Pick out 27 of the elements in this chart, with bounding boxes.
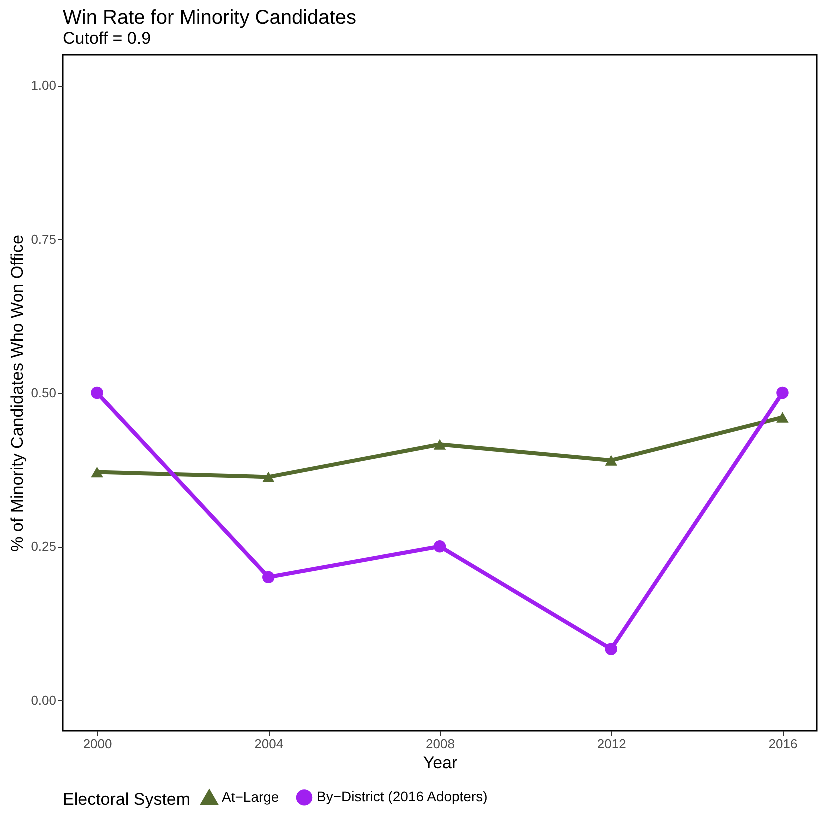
y-axis-title: % of Minority Candidates Who Won Office bbox=[8, 235, 28, 552]
point bbox=[262, 571, 275, 584]
point bbox=[605, 643, 618, 656]
x-tick-label: 2008 bbox=[426, 736, 455, 752]
point bbox=[262, 472, 275, 482]
legend-label: By−District (2016 Adopters) bbox=[317, 788, 488, 805]
point bbox=[605, 455, 618, 466]
x-tick-label: 2004 bbox=[254, 736, 284, 752]
x-tick-label: 2000 bbox=[83, 736, 112, 752]
point bbox=[434, 439, 446, 450]
point bbox=[776, 412, 789, 423]
point bbox=[776, 386, 789, 400]
chart-subtitle: Cutoff = 0.9 bbox=[63, 29, 152, 48]
y-tick-label: 0.50 bbox=[31, 386, 56, 400]
legend-title: Electoral System bbox=[63, 790, 191, 809]
x-tick-label: 2016 bbox=[768, 736, 798, 752]
y-tick-label: 1.00 bbox=[31, 78, 56, 94]
y-tick-label: 0.25 bbox=[31, 539, 56, 554]
x-axis-title: Year bbox=[423, 754, 458, 772]
x-tick-label: 2012 bbox=[597, 736, 626, 752]
point bbox=[91, 466, 104, 478]
point bbox=[434, 540, 446, 553]
chart-title: Win Rate for Minority Candidates bbox=[63, 7, 356, 29]
y-tick-label: 0.75 bbox=[31, 232, 56, 247]
point bbox=[91, 386, 104, 400]
legend-label: At−Large bbox=[222, 789, 280, 806]
y-tick-label: 0.00 bbox=[31, 692, 56, 708]
